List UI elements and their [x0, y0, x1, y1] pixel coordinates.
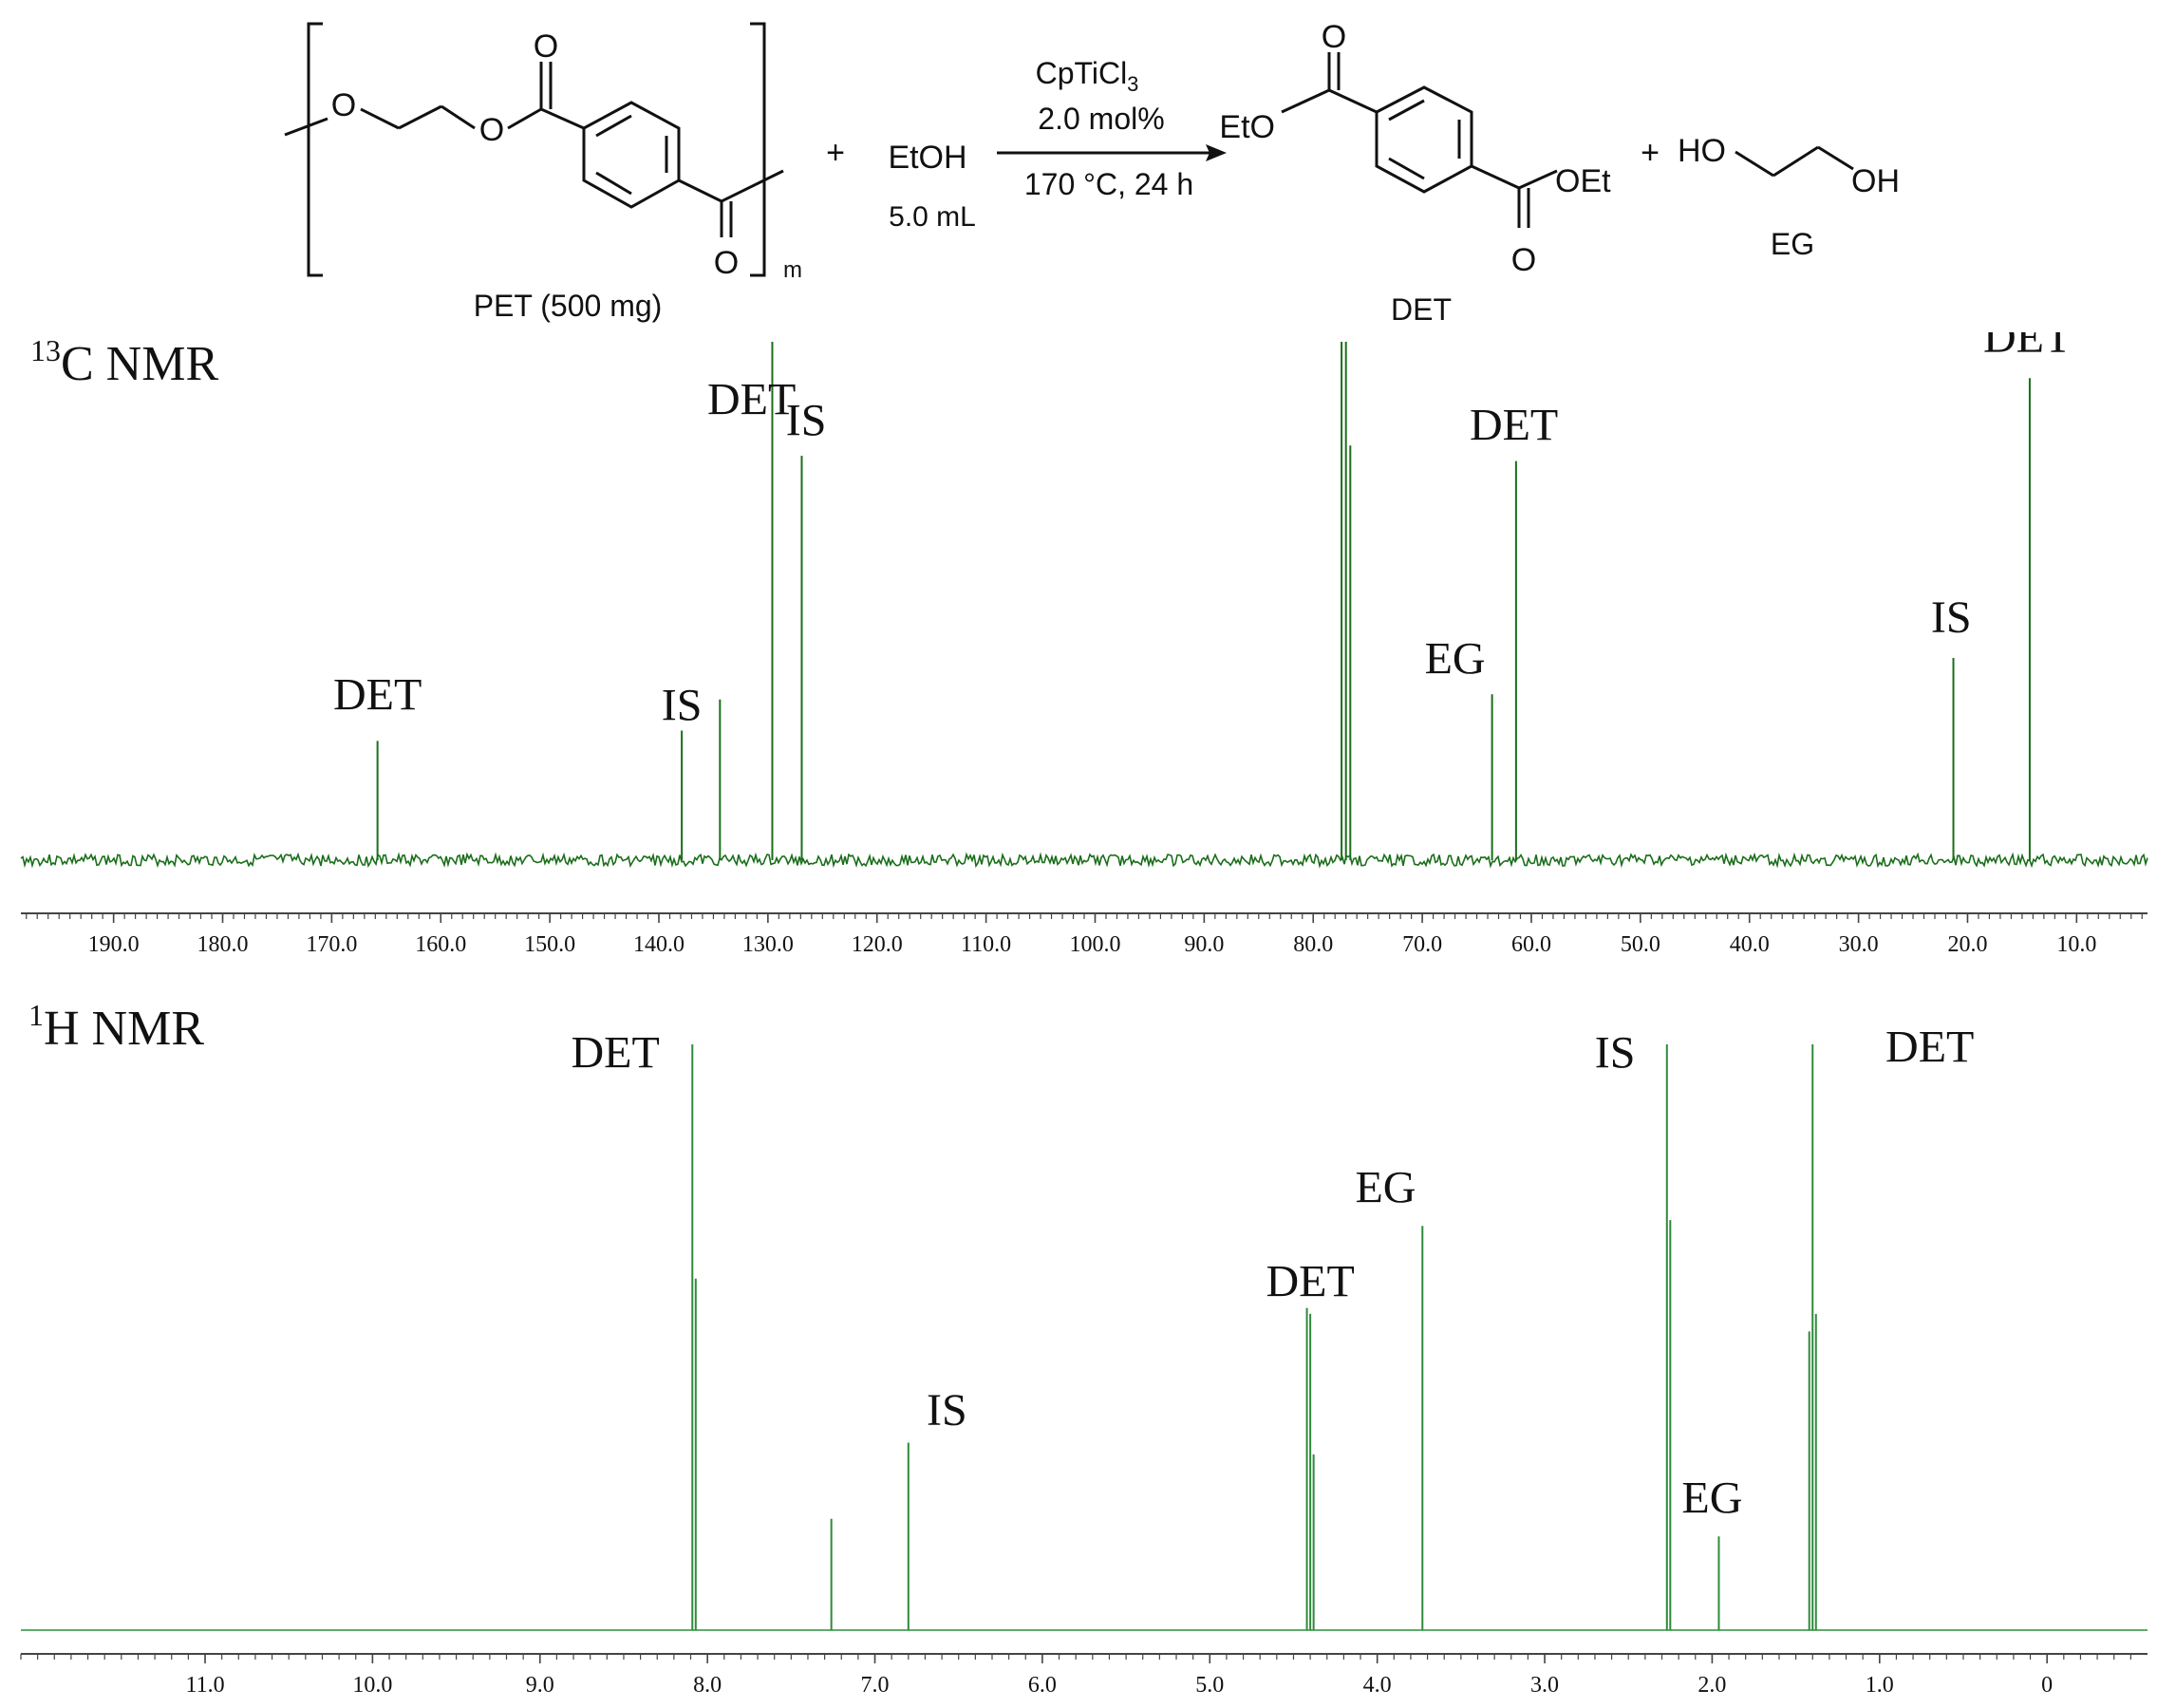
c13-tick-label: 170.0	[306, 932, 357, 957]
h1-peak-group	[21, 1044, 2148, 1631]
c13-tick-label: 20.0	[1947, 932, 1987, 957]
det-oet: OEt	[1555, 163, 1611, 199]
c13-tick-label: 110.0	[961, 932, 1011, 957]
c13-title: 13C NMR	[30, 333, 218, 391]
c13-peak-label: IS	[662, 681, 703, 731]
det-eto: EtO	[1219, 109, 1275, 145]
c13-tick-label: 30.0	[1839, 932, 1879, 957]
etoh-label: EtOH	[888, 140, 966, 176]
c13-baseline	[20, 852, 2148, 869]
catalyst-subscript: 3	[1127, 72, 1138, 96]
h1-title-main: H NMR	[44, 1002, 204, 1056]
h1-tick-label: 2.0	[1697, 1673, 1726, 1698]
h1-peak-label: EG	[1681, 1473, 1742, 1524]
det-label: DET	[1391, 292, 1452, 327]
c13-tick-label: 10.0	[2056, 932, 2096, 957]
pet-carbonyl-o-bottom: O	[714, 245, 739, 281]
c13-tick-label: 60.0	[1511, 932, 1551, 957]
h1-tick-label: 7.0	[861, 1673, 890, 1698]
pet-label: PET (500 mg)	[474, 289, 663, 323]
h1-tick-label: 4.0	[1363, 1673, 1392, 1698]
pet-carbonyl-o-top: O	[534, 28, 558, 65]
c13-peak-label: EG	[1425, 633, 1486, 684]
h1-peak-label: EG	[1355, 1163, 1416, 1213]
pet-structure	[284, 22, 784, 277]
c13-peak-label: DET	[1983, 332, 2072, 363]
h1-tick-label: 6.0	[1028, 1673, 1057, 1698]
c13-title-sup: 13	[30, 333, 61, 367]
c13-tick-label: 160.0	[415, 932, 466, 957]
h1-tick-label: 8.0	[693, 1673, 722, 1698]
h1-peak-label: IS	[1595, 1028, 1636, 1079]
plus-sign-2: +	[1641, 135, 1660, 171]
c13-tick-label: 40.0	[1730, 932, 1770, 957]
reaction-conditions: 170 °C, 24 h	[1024, 167, 1193, 201]
eg-ho: HO	[1678, 133, 1726, 169]
c13-tick-label: 130.0	[742, 932, 794, 957]
h1-peak-label: DET	[1885, 1023, 1974, 1073]
h1-tick-label: 1.0	[1866, 1673, 1894, 1698]
eg-structure	[1735, 145, 1854, 178]
c13-peak-group	[20, 342, 2148, 869]
c13-peak-label: IS	[786, 395, 827, 445]
c13-title-main: C NMR	[61, 337, 218, 391]
eg-oh: OH	[1851, 163, 1900, 199]
h1-tick-label: 5.0	[1195, 1673, 1224, 1698]
c13-tick-label: 100.0	[1069, 932, 1120, 957]
c13-tick-label: 80.0	[1293, 932, 1333, 957]
h1-tick-label: 0	[2041, 1673, 2053, 1698]
h1-x-axis: 11.0 10.0 9.0 8.0 7.0 6.0 5.0 4.0 3.0 2.0 1.0 0	[20, 1653, 2148, 1698]
catalyst-loading: 2.0 mol%	[1038, 102, 1164, 136]
c13-tick-label: 140.0	[633, 932, 685, 957]
reaction-arrow	[997, 144, 1227, 161]
h1-tick-label: 3.0	[1530, 1673, 1559, 1698]
catalyst-formula: CpTiCl	[1036, 56, 1128, 90]
h1-tick-label: 10.0	[352, 1673, 392, 1698]
h1-tick-label: 9.0	[526, 1673, 554, 1698]
repeat-index: m	[783, 257, 802, 283]
h1-tick-label: 11.0	[185, 1673, 224, 1698]
h1-peak-label: IS	[927, 1385, 967, 1436]
h1-peak-label: DET	[1266, 1256, 1354, 1306]
c13-x-axis: 190.0 180.0 170.0 160.0 150.0 140.0 130.0 120.0…	[21, 912, 2148, 957]
c13-tick-label: 50.0	[1621, 932, 1660, 957]
etoh-amount: 5.0 mL	[889, 201, 976, 233]
pet-ester-o: O	[479, 112, 504, 148]
c13-tick-label: 180.0	[197, 932, 249, 957]
h1-peak-label: DET	[571, 1028, 659, 1079]
h1-title-sup: 1	[28, 998, 44, 1032]
c13-peak-label: DET	[333, 670, 422, 721]
eg-label: EG	[1771, 227, 1814, 261]
pet-left-bracket	[307, 22, 323, 277]
h1-title: 1H NMR	[28, 998, 204, 1056]
c13-tick-label: 70.0	[1402, 932, 1442, 957]
det-carbonyl-o-top: O	[1322, 19, 1346, 55]
pet-right-bracket	[750, 22, 766, 277]
c13-tick-label: 190.0	[88, 932, 140, 957]
catalyst-label: CpTiCl3	[1036, 56, 1139, 96]
c13-tick-label: 120.0	[852, 932, 903, 957]
det-carbonyl-o-bottom: O	[1511, 242, 1536, 278]
pet-ether-o: O	[331, 87, 356, 123]
c13-tick-label: 90.0	[1184, 932, 1224, 957]
plus-sign-1: +	[826, 135, 845, 171]
c13-peak-label: DET	[1470, 401, 1558, 451]
det-structure	[1281, 52, 1558, 228]
c13-tick-label: 150.0	[524, 932, 575, 957]
reaction-scheme: O O O O m PET (500 mg) + EtOH 5.0 mL CpT…	[284, 19, 1900, 327]
c13-peak-label: IS	[1931, 592, 1972, 643]
c13-peak-label: DET	[707, 374, 796, 424]
